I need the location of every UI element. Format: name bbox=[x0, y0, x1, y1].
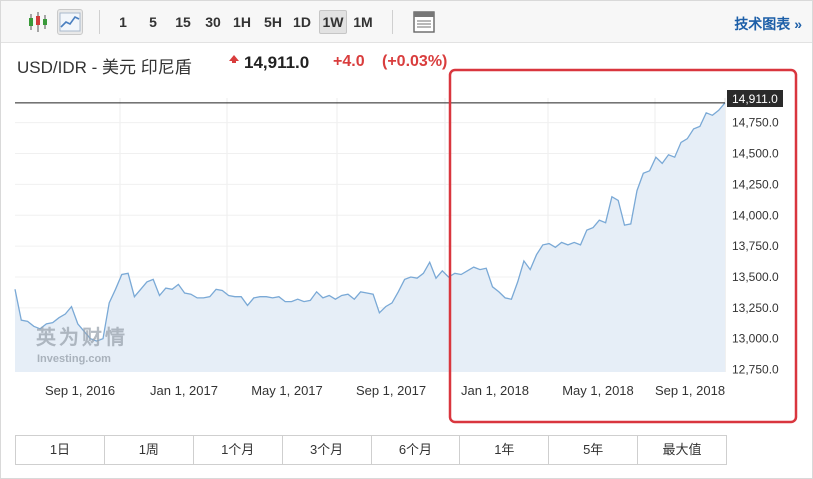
x-tick-label: Sep 1, 2017 bbox=[356, 383, 426, 398]
pair-label: USD/IDR - 美元 印尼盾 bbox=[17, 58, 192, 77]
interval-15[interactable]: 15 bbox=[175, 14, 191, 30]
range-button-3m[interactable]: 3个月 bbox=[282, 436, 372, 464]
watermark-cn: 英为财情 bbox=[36, 325, 128, 349]
candlestick-icon[interactable] bbox=[25, 9, 51, 35]
interval-1h[interactable]: 1H bbox=[233, 14, 251, 30]
last-price: 14,911.0 bbox=[244, 53, 310, 72]
time-range-bar: 1日 1周 1个月 3个月 6个月 1年 5年 最大值 bbox=[15, 435, 727, 465]
y-tick-label: 14,250.0 bbox=[732, 177, 779, 191]
current-price-tag-bg bbox=[727, 90, 783, 107]
range-button-5y[interactable]: 5年 bbox=[549, 436, 639, 464]
investing-watermark: 英为财情 Investing.com bbox=[36, 325, 128, 365]
y-tick-label: 13,250.0 bbox=[732, 301, 779, 315]
range-button-6m[interactable]: 6个月 bbox=[371, 436, 461, 464]
current-price-tag-label: 14,911.0 bbox=[732, 92, 778, 106]
interval-30[interactable]: 30 bbox=[205, 14, 221, 30]
watermark-en: Investing.com bbox=[37, 353, 111, 365]
technical-chart-link[interactable]: 技术图表 » bbox=[734, 16, 802, 32]
y-tick-label: 12,750.0 bbox=[732, 363, 779, 377]
interval-5[interactable]: 5 bbox=[149, 14, 157, 30]
range-button-1y[interactable]: 1年 bbox=[460, 436, 550, 464]
range-button-1w[interactable]: 1周 bbox=[104, 436, 194, 464]
price-change: +4.0 bbox=[333, 53, 365, 70]
y-tick-label: 14,750.0 bbox=[732, 116, 779, 130]
toolbar-divider bbox=[392, 10, 393, 34]
y-axis-labels: 12,750.0 13,000.0 13,250.0 13,500.0 13,750.0… bbox=[732, 116, 779, 377]
y-tick-label: 13,000.0 bbox=[732, 332, 779, 346]
x-tick-label: Sep 1, 2016 bbox=[45, 383, 115, 398]
y-tick-label: 13,750.0 bbox=[732, 239, 779, 253]
layout-icon[interactable] bbox=[411, 9, 437, 35]
price-line bbox=[14, 102, 726, 342]
up-arrow-icon bbox=[228, 53, 240, 71]
chart-toolbar: 1 5 15 30 1H 5H 1D 1W 1M 技术图表 » bbox=[1, 1, 812, 43]
range-button-max[interactable]: 最大值 bbox=[638, 436, 726, 464]
interval-1[interactable]: 1 bbox=[119, 14, 127, 30]
x-tick-label: Sep 1, 2018 bbox=[655, 383, 725, 398]
y-tick-label: 13,500.0 bbox=[732, 270, 779, 284]
interval-1w[interactable]: 1W bbox=[319, 10, 347, 34]
x-tick-label: Jan 1, 2017 bbox=[150, 383, 218, 398]
interval-1m[interactable]: 1M bbox=[353, 14, 373, 30]
y-tick-label: 14,500.0 bbox=[732, 147, 779, 161]
price-chart: Sep 1, 2016 Jan 1, 2017 May 1, 2017 Sep 1, … bbox=[14, 68, 798, 424]
current-price-tag: 14,911.0 bbox=[727, 90, 783, 107]
interval-1d[interactable]: 1D bbox=[293, 14, 311, 30]
price-change-percent: (+0.03%) bbox=[382, 53, 448, 70]
x-tick-label: May 1, 2017 bbox=[251, 383, 323, 398]
x-axis-labels: Sep 1, 2016 Jan 1, 2017 May 1, 2017 Sep 1, … bbox=[45, 383, 725, 398]
range-button-1m[interactable]: 1个月 bbox=[193, 436, 283, 464]
range-button-1d[interactable]: 1日 bbox=[16, 436, 105, 464]
line-chart-icon[interactable] bbox=[57, 9, 83, 35]
x-tick-label: Jan 1, 2018 bbox=[461, 383, 529, 398]
toolbar-divider bbox=[99, 10, 100, 34]
highlight-annotation-box bbox=[448, 68, 798, 424]
x-tick-label: May 1, 2018 bbox=[562, 383, 634, 398]
price-area-fill bbox=[15, 102, 725, 373]
interval-5h[interactable]: 5H bbox=[264, 14, 282, 30]
y-tick-label: 14,000.0 bbox=[732, 208, 779, 222]
